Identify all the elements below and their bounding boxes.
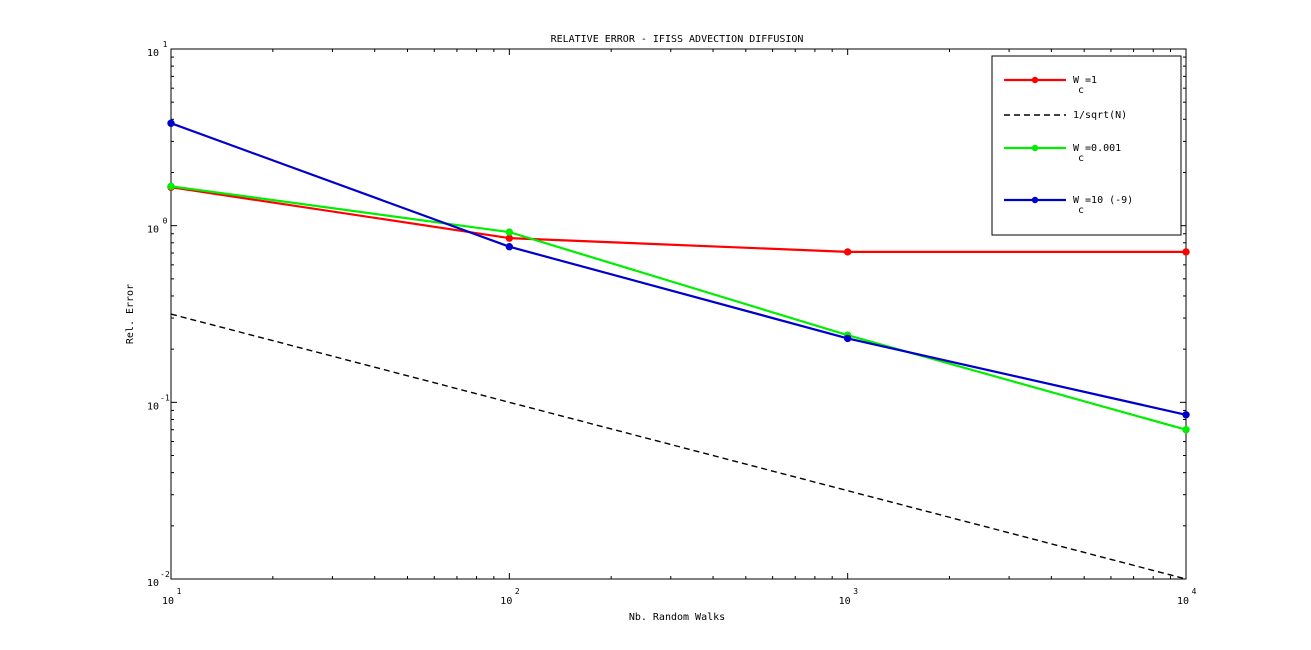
- series-4-point: [1182, 411, 1190, 419]
- x-tick-label: 10: [500, 596, 512, 607]
- series-line-3: [170, 185, 1187, 431]
- y-tick-label: 10: [147, 48, 159, 59]
- x-tick-label-exponent: 2: [515, 587, 520, 596]
- y-tick-label: 10: [147, 225, 159, 236]
- series-1-point: [843, 248, 852, 256]
- x-axis-label: Nb. Random Walks: [629, 612, 725, 623]
- series-1-point: [505, 234, 514, 242]
- y-axis-label: Rel. Error: [125, 284, 136, 344]
- legend-marker-4: [1031, 196, 1039, 204]
- legend-box: [991, 55, 1182, 236]
- y-tick-label-exponent: 0: [163, 217, 168, 226]
- legend-label-3: W =0.001: [1073, 143, 1121, 154]
- legend-label-2: 1/sqrt(N): [1073, 110, 1127, 121]
- series-line-2: [170, 313, 1187, 580]
- legend-marker-1: [1031, 76, 1039, 84]
- x-tick-label: 10: [162, 596, 174, 607]
- x-tick-label-exponent: 3: [853, 587, 858, 596]
- y-tick-label: 10: [147, 578, 159, 589]
- series-3-point: [167, 182, 175, 191]
- legend-label-subscript-4: c: [1078, 205, 1084, 216]
- x-tick-label-exponent: 1: [177, 587, 182, 596]
- series-4-point: [843, 334, 852, 343]
- series-line-1: [170, 186, 1186, 253]
- x-tick-label: 10: [1177, 596, 1189, 607]
- x-tick-label: 10: [839, 596, 851, 607]
- series-3-point: [505, 228, 514, 236]
- x-tick-label-exponent: 4: [1192, 587, 1197, 596]
- series-4-point: [167, 119, 175, 127]
- y-tick-label: 10: [147, 401, 159, 412]
- y-tick-label-exponent: 1: [163, 40, 168, 49]
- legend-label-1: W =1: [1073, 75, 1097, 86]
- y-tick-label-exponent: -2: [160, 570, 170, 579]
- legend-label-subscript-3: c: [1078, 153, 1084, 164]
- y-tick-label-exponent: -1: [160, 393, 170, 402]
- plot-series: [167, 119, 1190, 580]
- legend-marker-3: [1031, 144, 1039, 152]
- plot-area-box: [170, 48, 1187, 580]
- series-3-point: [1182, 425, 1190, 434]
- legend-label-subscript-1: c: [1078, 85, 1084, 96]
- chart-title: RELATIVE ERROR - IFISS ADVECTION DIFFUSI…: [551, 34, 804, 45]
- axes: [170, 48, 1187, 580]
- series-1-point: [1182, 248, 1190, 256]
- series-4-point: [505, 243, 514, 251]
- legend-label-4: W =10 (-9): [1073, 195, 1133, 206]
- series-line-4: [170, 122, 1187, 416]
